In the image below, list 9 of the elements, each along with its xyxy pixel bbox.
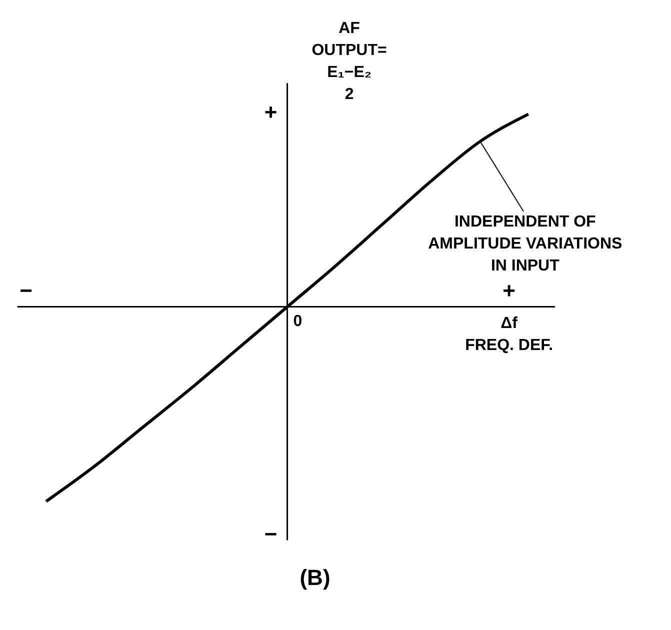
x-axis-title: Δf FREQ. DEF. bbox=[465, 314, 554, 354]
y-axis-title: AF OUTPUT= E₁−E₂ 2 bbox=[312, 20, 387, 103]
text: − bbox=[264, 521, 278, 546]
annotation: − bbox=[20, 278, 33, 303]
annotation: + bbox=[502, 278, 516, 303]
annotation: 0 bbox=[293, 312, 302, 330]
annotation: + bbox=[264, 99, 278, 124]
text: (B) bbox=[300, 565, 330, 590]
annotation: INDEPENDENT OF AMPLITUDE VARIATIONS IN INPUT bbox=[428, 213, 623, 274]
